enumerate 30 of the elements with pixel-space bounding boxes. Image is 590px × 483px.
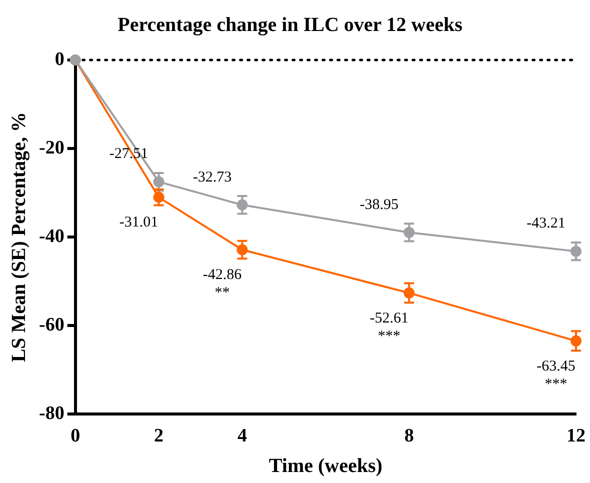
x-axis-title: Time (weeks) [268,455,382,478]
y-tick-label: -60 [39,314,64,336]
x-tick-label: 0 [70,426,80,447]
point [404,226,415,238]
data-label: -42.86 [202,267,242,284]
point [570,335,582,346]
data-label: -38.95 [360,196,398,213]
point [236,244,248,256]
y-tick-label: -80 [39,403,64,424]
data-label: -52.61 [370,310,408,326]
data-label: -31.01 [119,214,158,231]
annotation: *** [544,376,568,392]
x-tick-label: 8 [404,426,414,447]
data-label: -43.21 [526,216,566,232]
x-tick-label: 4 [237,426,248,447]
y-axis-title: LS Mean (SE) Percentage, % [8,112,30,362]
point [404,287,415,298]
data-label: -63.45 [536,358,576,374]
data-label: -32.73 [192,169,232,186]
annotation: *** [378,328,400,344]
point [236,199,248,210]
y-tick-label: -20 [39,137,64,158]
annotation: ** [214,285,230,302]
x-tick-label: 12 [566,426,586,447]
point [153,176,164,188]
y-tick-label: 0 [54,48,64,70]
point [570,246,582,257]
y-tick-label: -40 [39,226,64,248]
x-tick-label: 2 [154,426,164,447]
chart-title: Percentage change in ILC over 12 weeks [118,14,463,36]
